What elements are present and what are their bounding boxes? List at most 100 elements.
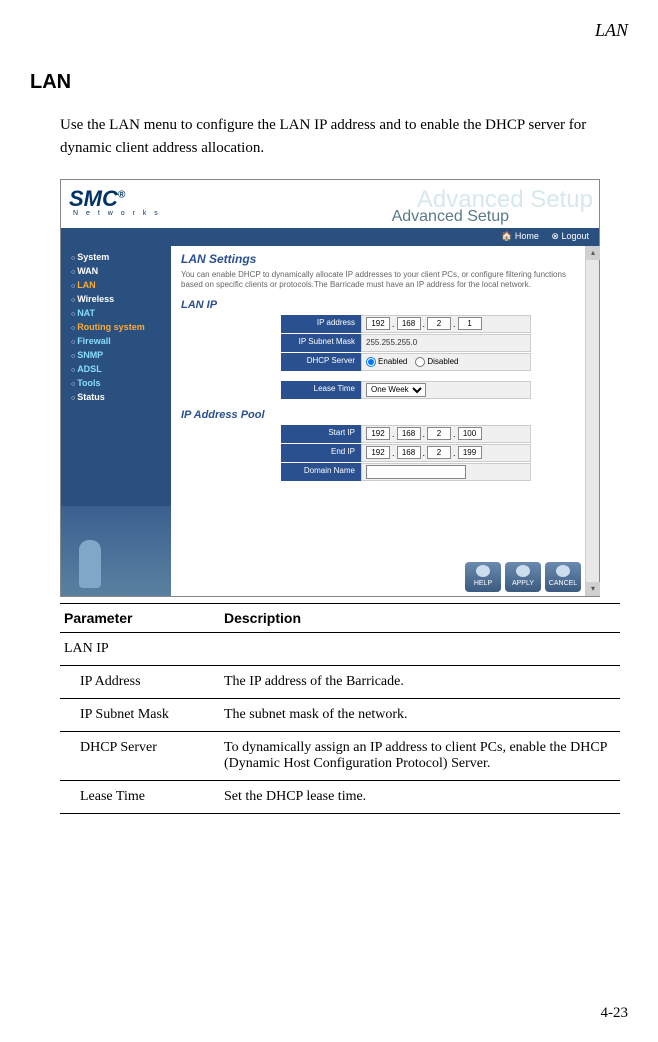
start-ip-octet-1[interactable] — [366, 427, 390, 440]
dhcp-disabled-option[interactable]: Disabled — [415, 357, 458, 367]
param-name-cell: LAN IP — [60, 633, 220, 666]
param-name-cell: Lease Time — [60, 781, 220, 814]
dhcp-enabled-radio[interactable] — [366, 357, 376, 367]
content-scrollbar[interactable]: ▴ ▾ — [585, 246, 599, 596]
logo-text: SMC — [69, 186, 118, 211]
domain-label: Domain Name — [281, 463, 361, 481]
ip-octet-2[interactable] — [397, 317, 421, 330]
end-ip-octet-2[interactable] — [397, 446, 421, 459]
lease-row: Lease Time One Week — [281, 381, 589, 399]
domain-value — [361, 463, 531, 481]
dhcp-disabled-radio[interactable] — [415, 357, 425, 367]
pool-subtitle: IP Address Pool — [181, 409, 589, 421]
logo-subtext: N e t w o r k s — [73, 210, 161, 217]
end-ip-octet-3[interactable] — [427, 446, 451, 459]
sidebar-item-routing-system[interactable]: Routing system — [61, 320, 171, 334]
param-desc-cell: The subnet mask of the network. — [220, 699, 620, 732]
table-row: IP AddressThe IP address of the Barricad… — [60, 666, 620, 699]
sidebar-item-tools[interactable]: Tools — [61, 376, 171, 390]
router-body: SystemWANLANWirelessNATRouting systemFir… — [61, 246, 599, 596]
ip-dot: . — [423, 429, 426, 439]
sidebar-illustration — [61, 506, 171, 596]
pool-block: Start IP . . . End IP . . . — [281, 425, 589, 481]
dhcp-enabled-option[interactable]: Enabled — [366, 357, 407, 367]
lease-block: Lease Time One Week — [281, 381, 589, 399]
lan-settings-title: LAN Settings — [181, 252, 589, 266]
start-ip-octet-3[interactable] — [427, 427, 451, 440]
sidebar-item-firewall[interactable]: Firewall — [61, 334, 171, 348]
dhcp-enabled-label: Enabled — [378, 357, 407, 366]
illustration-figure — [79, 540, 101, 588]
param-desc-cell: Set the DHCP lease time. — [220, 781, 620, 814]
sidebar-item-wan[interactable]: WAN — [61, 264, 171, 278]
router-buttons: HELP APPLY CANCEL — [465, 562, 581, 592]
sidebar-item-lan[interactable]: LAN — [61, 278, 171, 292]
ip-address-row: IP address . . . — [281, 315, 589, 333]
dhcp-label: DHCP Server — [281, 353, 361, 371]
col-parameter: Parameter — [60, 604, 220, 633]
page-number: 4-23 — [601, 1005, 629, 1022]
router-sidebar: SystemWANLANWirelessNATRouting systemFir… — [61, 246, 171, 596]
sidebar-item-system[interactable]: System — [61, 250, 171, 264]
help-button[interactable]: HELP — [465, 562, 501, 592]
logout-link[interactable]: ⊗ Logout — [551, 231, 589, 241]
start-ip-row: Start IP . . . — [281, 425, 589, 443]
table-row: IP Subnet MaskThe subnet mask of the net… — [60, 699, 620, 732]
ip-dot: . — [453, 429, 456, 439]
ip-dot: . — [423, 319, 426, 329]
ip-address-label: IP address — [281, 315, 361, 333]
table-row: LAN IP — [60, 633, 620, 666]
subnet-text: 255.255.255.0 — [366, 338, 417, 347]
start-ip-octet-4[interactable] — [458, 427, 482, 440]
domain-input[interactable] — [366, 465, 466, 479]
ip-octet-1[interactable] — [366, 317, 390, 330]
sidebar-item-status[interactable]: Status — [61, 390, 171, 404]
start-ip-octet-2[interactable] — [397, 427, 421, 440]
dhcp-disabled-label: Disabled — [427, 357, 458, 366]
router-toolbar: 🏠 Home ⊗ Logout — [61, 228, 599, 246]
scroll-up-icon[interactable]: ▴ — [586, 246, 600, 260]
param-desc-cell: To dynamically assign an IP address to c… — [220, 732, 620, 781]
lease-label: Lease Time — [281, 381, 361, 399]
table-row: Lease TimeSet the DHCP lease time. — [60, 781, 620, 814]
subnet-value: 255.255.255.0 — [361, 334, 531, 352]
sidebar-item-adsl[interactable]: ADSL — [61, 362, 171, 376]
ip-octet-4[interactable] — [458, 317, 482, 330]
lease-select[interactable]: One Week — [366, 383, 426, 397]
end-ip-value: . . . — [361, 444, 531, 462]
sidebar-item-snmp[interactable]: SNMP — [61, 348, 171, 362]
start-ip-label: Start IP — [281, 425, 361, 443]
page-header-label: LAN — [30, 20, 628, 41]
ip-dot: . — [453, 448, 456, 458]
router-screenshot: SMC® N e t w o r k s Advanced Setup Adva… — [60, 179, 600, 597]
banner-label: Advanced Setup — [392, 208, 509, 226]
ip-octet-3[interactable] — [427, 317, 451, 330]
end-ip-label: End IP — [281, 444, 361, 462]
lan-ip-subtitle: LAN IP — [181, 299, 589, 311]
router-content: LAN Settings You can enable DHCP to dyna… — [171, 246, 599, 596]
end-ip-octet-1[interactable] — [366, 446, 390, 459]
sidebar-item-nat[interactable]: NAT — [61, 306, 171, 320]
home-label: Home — [515, 231, 539, 241]
router-header: SMC® N e t w o r k s Advanced Setup Adva… — [61, 180, 599, 228]
apply-button[interactable]: APPLY — [505, 562, 541, 592]
subnet-row: IP Subnet Mask 255.255.255.0 — [281, 334, 589, 352]
table-header-row: Parameter Description — [60, 604, 620, 633]
lan-settings-desc: You can enable DHCP to dynamically alloc… — [181, 270, 589, 291]
ip-address-value: . . . — [361, 315, 531, 333]
section-title: LAN — [30, 71, 628, 94]
ip-dot: . — [423, 448, 426, 458]
param-name-cell: IP Subnet Mask — [60, 699, 220, 732]
ip-dot: . — [392, 429, 395, 439]
sidebar-item-wireless[interactable]: Wireless — [61, 292, 171, 306]
domain-row: Domain Name — [281, 463, 589, 481]
cancel-button[interactable]: CANCEL — [545, 562, 581, 592]
logout-label: Logout — [561, 231, 589, 241]
dhcp-value: Enabled Disabled — [361, 353, 531, 371]
scroll-down-icon[interactable]: ▾ — [586, 582, 600, 596]
home-link[interactable]: 🏠 Home — [501, 231, 539, 241]
logo-reg: ® — [118, 190, 125, 201]
param-desc-cell: The IP address of the Barricade. — [220, 666, 620, 699]
end-ip-octet-4[interactable] — [458, 446, 482, 459]
intro-text: Use the LAN menu to configure the LAN IP… — [60, 114, 628, 159]
